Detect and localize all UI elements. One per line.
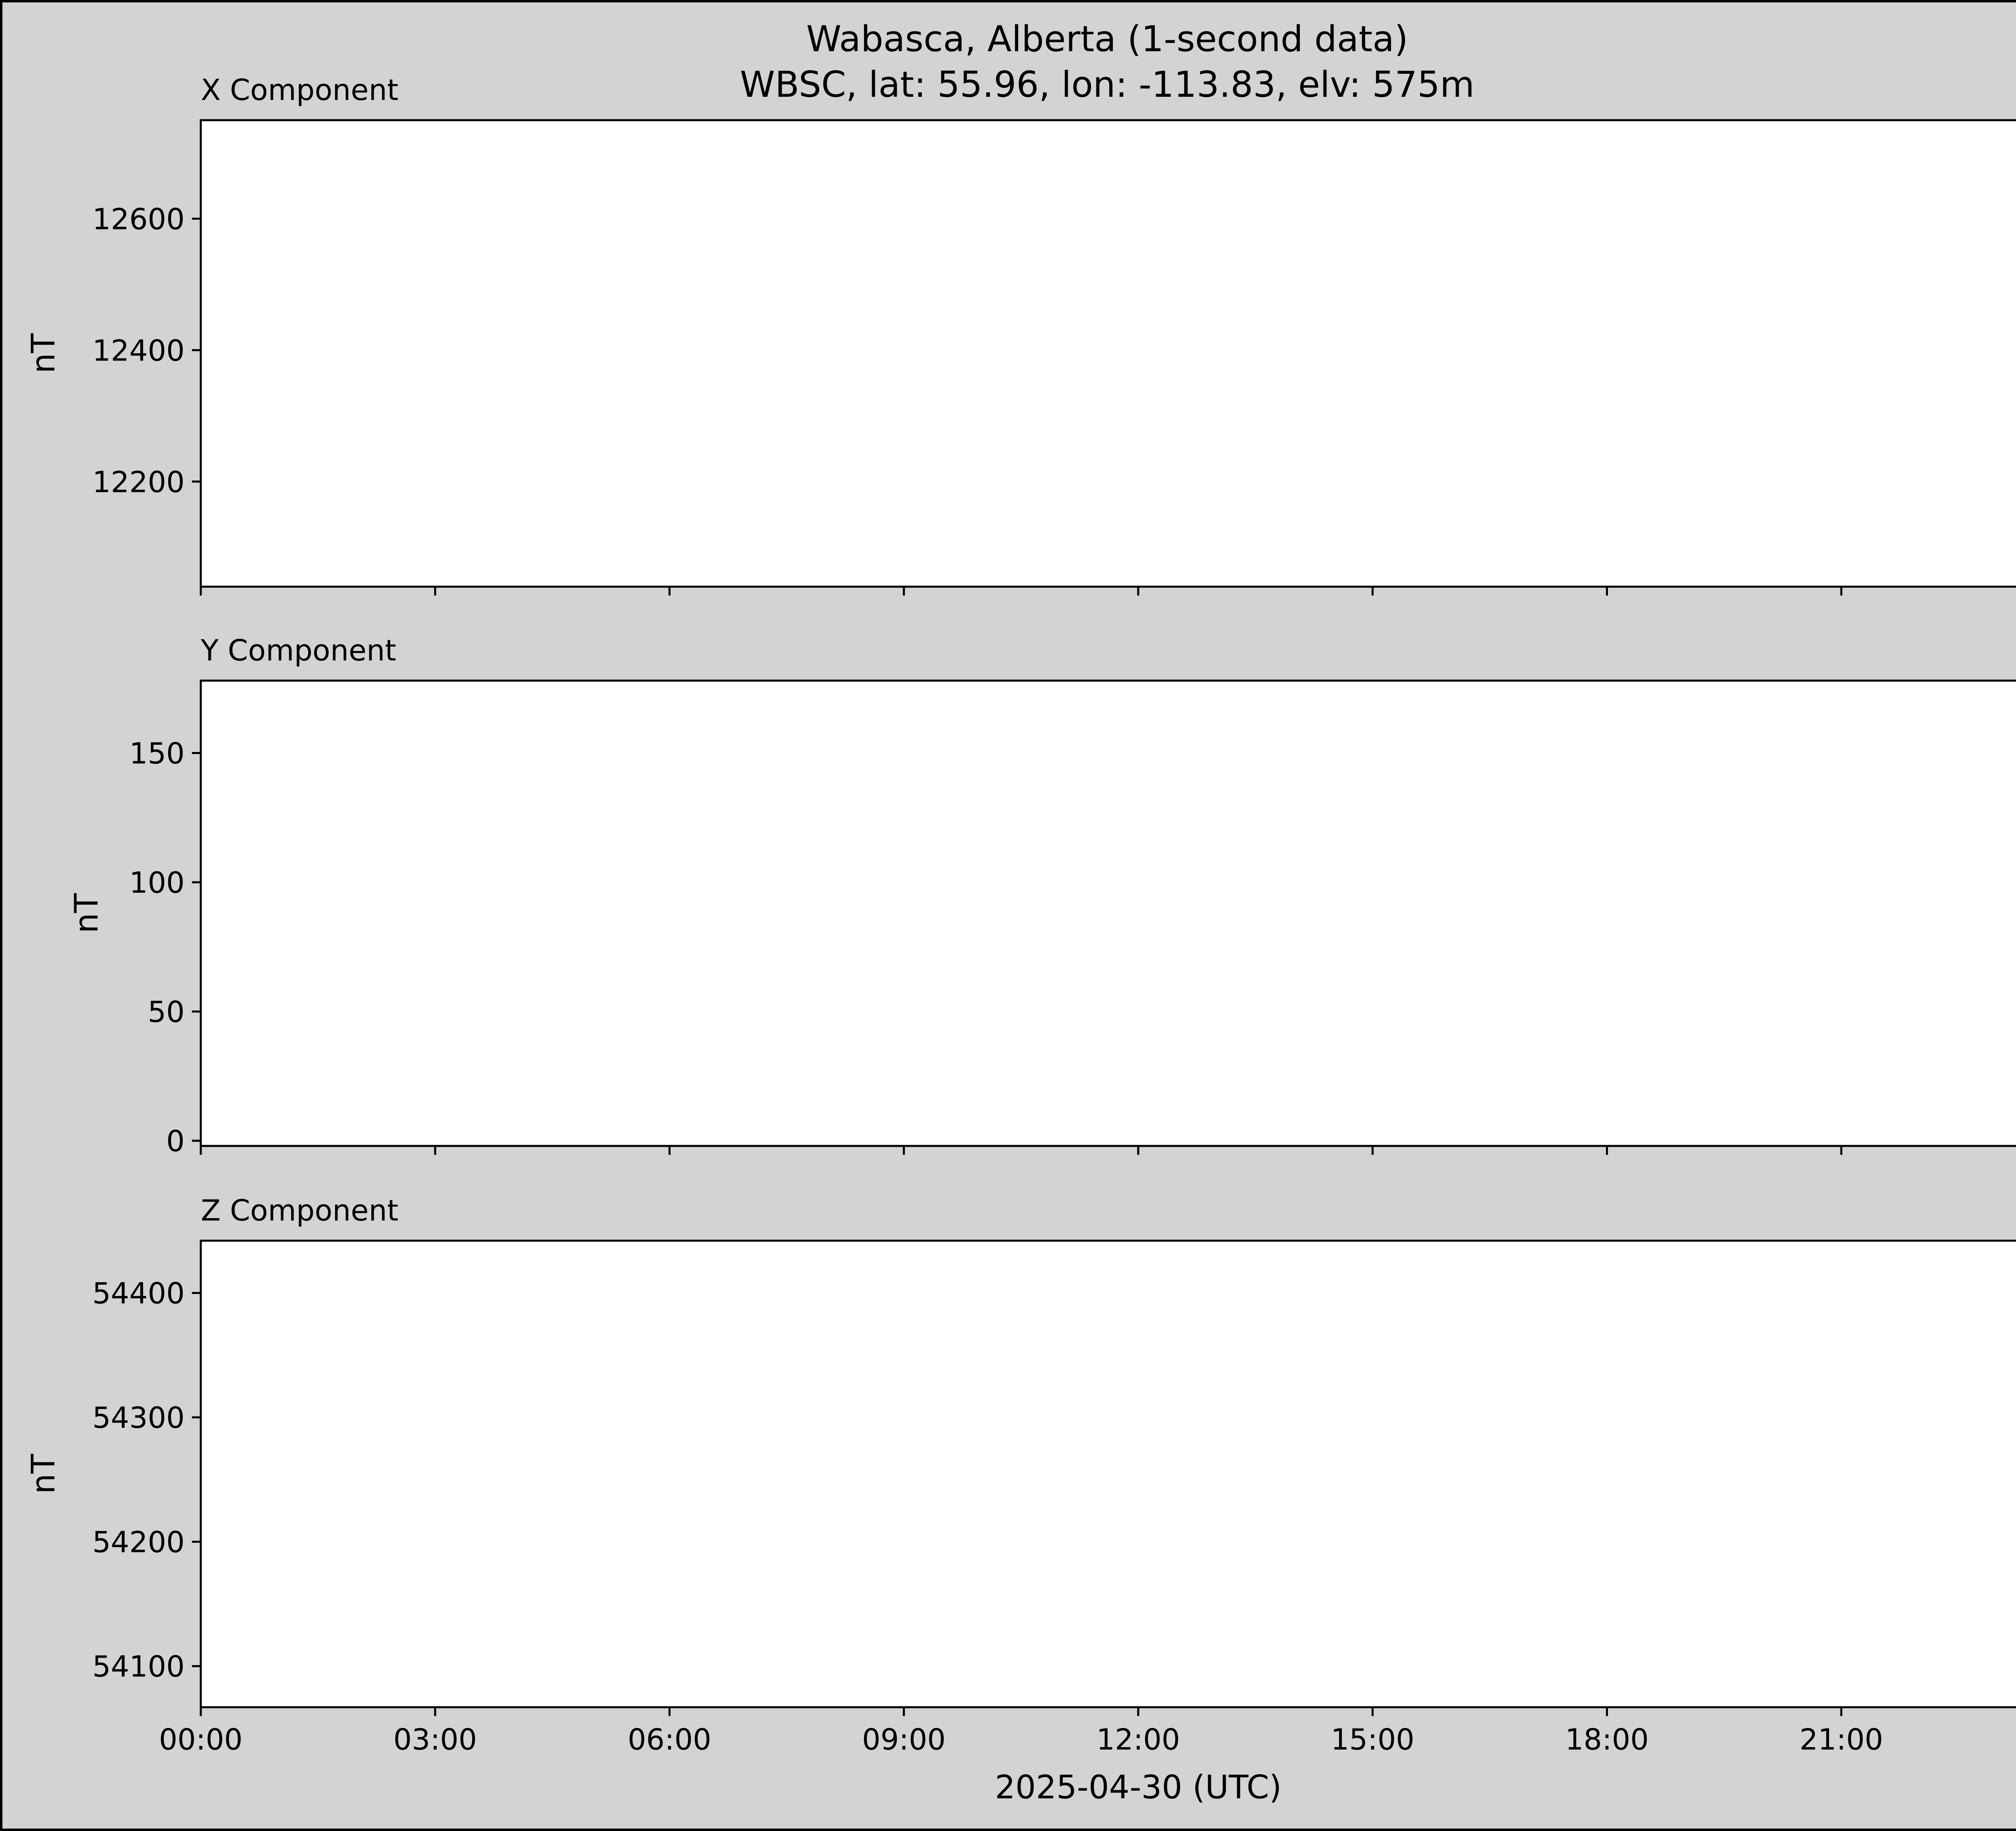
y-tick-label: 50 bbox=[148, 995, 185, 1029]
figure-subtitle: WBSC, lat: 55.96, lon: -113.83, elv: 575… bbox=[740, 64, 1475, 105]
x-tick-label: 03:00 bbox=[394, 1723, 477, 1756]
plot-frame bbox=[200, 119, 2016, 588]
y-tick-label: 54400 bbox=[92, 1277, 185, 1310]
panel-z-component: 54100 54200 54300 54400 Z Component nT 00:00 03… bbox=[25, 1194, 2016, 1756]
plot-frame bbox=[200, 679, 2016, 1147]
y-axis-label: nT bbox=[25, 1454, 62, 1494]
panel-title: Y Component bbox=[200, 633, 396, 667]
x-tick-label: 15:00 bbox=[1331, 1723, 1415, 1756]
y-tick-label: 12200 bbox=[92, 465, 185, 499]
y-axis-label: nT bbox=[25, 333, 62, 374]
x-tick-label: 12:00 bbox=[1096, 1723, 1180, 1756]
panel-title: X Component bbox=[201, 73, 398, 107]
x-tick-label: 00:00 bbox=[159, 1723, 243, 1756]
y-tick-label: 54300 bbox=[92, 1401, 185, 1435]
panel-y-component: 0 50 100 150 Y Component nT bbox=[68, 633, 2016, 1158]
y-tick-label: 150 bbox=[129, 737, 185, 771]
figure-title: Wabasca, Alberta (1-second data) bbox=[806, 18, 1408, 60]
y-tick-label: 12600 bbox=[92, 202, 185, 236]
x-tick-label: 18:00 bbox=[1565, 1723, 1649, 1756]
y-tick-label: 54200 bbox=[92, 1525, 185, 1559]
y-tick-label: 12400 bbox=[92, 333, 185, 367]
y-axis-label: nT bbox=[68, 893, 105, 933]
x-axis-label: 2025-04-30 (UTC) bbox=[995, 1769, 1281, 1806]
panel-title: Z Component bbox=[201, 1194, 398, 1227]
plot-frame bbox=[200, 1239, 2016, 1708]
x-tick-label: 09:00 bbox=[862, 1723, 946, 1756]
panel-x-component: 12200 12400 12600 X Component nT bbox=[25, 73, 2016, 596]
x-tick-label: 06:00 bbox=[628, 1723, 712, 1756]
x-tick-label: 21:00 bbox=[1799, 1723, 1883, 1756]
y-tick-label: 100 bbox=[129, 866, 185, 900]
y-tick-label: 54100 bbox=[92, 1650, 185, 1683]
y-tick-label: 0 bbox=[166, 1124, 185, 1158]
